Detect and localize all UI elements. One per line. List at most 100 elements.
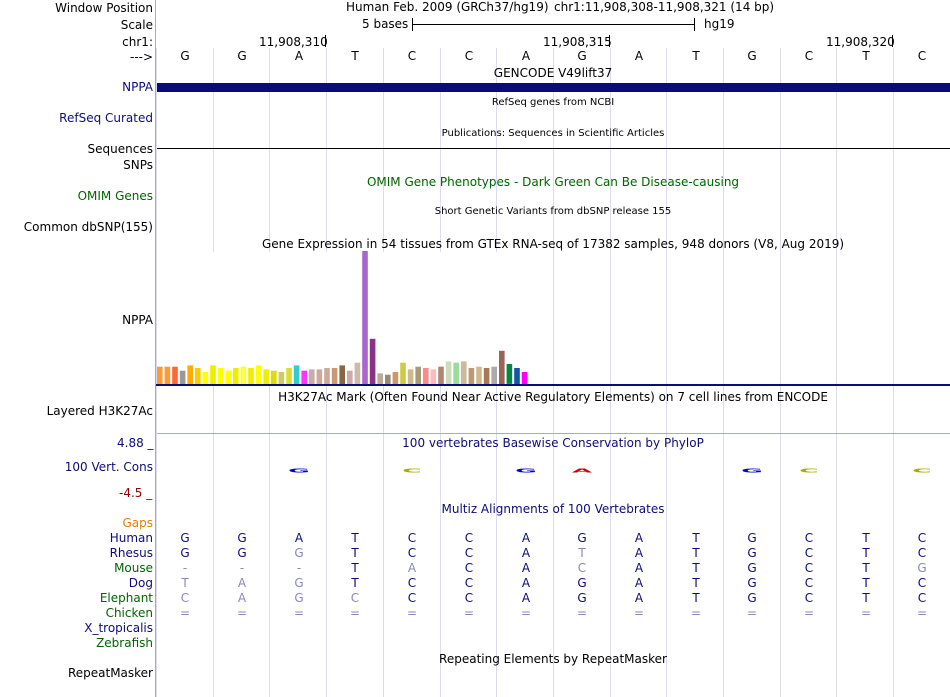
alignment-base: T [862,546,870,560]
phylop-label[interactable]: 100 Vert. Cons [64,460,153,474]
gtex-tissue-bar[interactable] [385,374,391,384]
gtex-tissue-bar[interactable] [430,369,437,384]
ruler-tick [325,35,326,47]
publications-label[interactable]: Sequences [87,142,153,156]
gtex-gene-label[interactable]: NPPA [122,313,153,327]
alignment-base: A [521,576,531,590]
gtex-tissue-bar[interactable] [309,369,315,384]
gtex-tissue-bar[interactable] [179,370,186,384]
h3k27ac-title[interactable]: H3K27Ac Mark (Often Found Near Active Re… [278,390,828,404]
alignment-base: A [634,546,644,560]
gaps-label[interactable]: Gaps [122,516,153,530]
species-label[interactable]: Dog [128,576,153,590]
publications-title[interactable]: Publications: Sequences in Scientific Ar… [441,128,665,139]
phylop-logo-glyph: G [741,468,763,474]
strand-label[interactable]: ---> [129,50,153,64]
gtex-tissue-bar[interactable] [392,372,399,384]
gtex-tissue-bar[interactable] [225,370,231,384]
gtex-tissue-bar[interactable] [248,368,254,384]
repeatmasker-label[interactable]: RepeatMasker [67,666,153,680]
refseq-title[interactable]: RefSeq genes from NCBI [491,97,615,108]
gtex-tissue-bar[interactable] [255,365,262,384]
species-label[interactable]: Elephant [99,591,153,605]
gencode-gene-bar[interactable] [157,83,950,92]
window-position-label: Window Position [55,1,153,15]
dbsnp-title[interactable]: Short Genetic Variants from dbSNP releas… [434,206,672,217]
gencode-gene-label[interactable]: NPPA [122,80,153,94]
species-label[interactable]: Rhesus [109,546,153,560]
gtex-tissue-bar[interactable] [271,370,277,384]
gtex-tissue-bar[interactable] [423,368,429,384]
gtex-tissue-bar[interactable] [278,372,285,384]
gtex-tissue-bar[interactable] [491,366,497,384]
gtex-tissue-bar[interactable] [407,369,414,384]
gtex-tissue-bar[interactable] [240,366,247,384]
species-label[interactable]: Human [109,531,153,545]
gtex-tissue-bar[interactable] [521,372,528,384]
gtex-tissue-bar[interactable] [324,368,330,384]
gtex-tissue-bar[interactable] [301,370,307,384]
position-text[interactable]: chr1:11,908,308-11,908,321 (14 bp) [554,0,775,14]
gtex-tissue-bar[interactable] [172,366,178,384]
h3k27ac-label[interactable]: Layered H3K27Ac [46,404,153,418]
assembly-text[interactable]: Human Feb. 2009 (GRCh37/hg19) [346,0,549,14]
chrom-label[interactable]: chr1: [122,35,153,49]
gtex-tissue-bar[interactable] [331,368,338,384]
scale-label[interactable]: Scale [120,18,153,32]
gencode-title[interactable]: GENCODE V49lift37 [493,66,613,80]
gtex-tissue-bar[interactable] [468,368,475,384]
gtex-tissue-bar[interactable] [217,368,224,384]
gtex-tissue-bar[interactable] [362,251,368,384]
gtex-chart[interactable] [156,250,950,387]
gtex-tissue-bar[interactable] [157,366,163,384]
publications-line [157,148,950,149]
repeatmasker-title[interactable]: Repeating Elements by RepeatMasker [439,652,667,666]
gtex-tissue-bar[interactable] [316,369,323,384]
gtex-tissue-bar[interactable] [514,368,520,384]
alignment-base: A [237,591,247,605]
gtex-tissue-bar[interactable] [187,365,193,384]
gtex-tissue-bar[interactable] [164,366,171,384]
refseq-label[interactable]: RefSeq Curated [59,111,153,125]
snps-label[interactable]: SNPs [123,158,153,172]
gtex-tissue-bar[interactable] [339,365,345,384]
gtex-tissue-bar[interactable] [499,350,505,385]
gtex-tissue-bar[interactable] [293,365,300,384]
species-label[interactable]: Chicken [105,606,153,620]
gtex-title[interactable]: Gene Expression in 54 tissues from GTEx … [261,237,845,251]
species-label[interactable]: X_tropicalis [84,621,153,635]
gtex-tissue-bar[interactable] [461,361,467,384]
gtex-tissue-bar[interactable] [438,366,444,384]
gtex-tissue-bar[interactable] [453,362,459,384]
alignment-base: G [294,546,304,560]
gtex-tissue-bar[interactable] [369,338,376,384]
alignment-base: G [294,576,304,590]
base-letter: G [747,49,757,63]
gtex-tissue-bar[interactable] [377,373,383,384]
gtex-tissue-bar[interactable] [506,364,513,384]
omim-title[interactable]: OMIM Gene Phenotypes - Dark Green Can Be… [366,175,740,189]
gtex-tissue-bar[interactable] [347,370,353,384]
gtex-tissue-bar[interactable] [400,362,406,384]
gtex-tissue-bar[interactable] [445,361,452,384]
alignment-base: A [237,576,247,590]
omim-label[interactable]: OMIM Genes [77,189,153,203]
h3k27ac-baseline [157,433,950,434]
gtex-tissue-bar[interactable] [263,369,269,384]
gtex-tissue-bar[interactable] [233,368,239,384]
gtex-tissue-bar[interactable] [476,366,482,384]
multiz-title[interactable]: Multiz Alignments of 100 Vertebrates [441,502,665,516]
dbsnp-label[interactable]: Common dbSNP(155) [23,220,153,234]
gtex-tissue-bar[interactable] [286,368,292,384]
gtex-tissue-bar[interactable] [195,368,201,384]
gtex-tissue-bar[interactable] [483,368,490,384]
species-label[interactable]: Zebrafish [96,636,153,650]
species-label[interactable]: Mouse [114,561,153,575]
gtex-tissue-bar[interactable] [354,362,361,384]
alignment-base: T [692,576,700,590]
phylop-title[interactable]: 100 vertebrates Basewise Conservation by… [402,436,704,450]
gtex-tissue-bar[interactable] [210,365,216,384]
gtex-tissue-bar[interactable] [202,372,209,384]
alignment-base: = [349,606,361,620]
gtex-tissue-bar[interactable] [415,366,421,384]
